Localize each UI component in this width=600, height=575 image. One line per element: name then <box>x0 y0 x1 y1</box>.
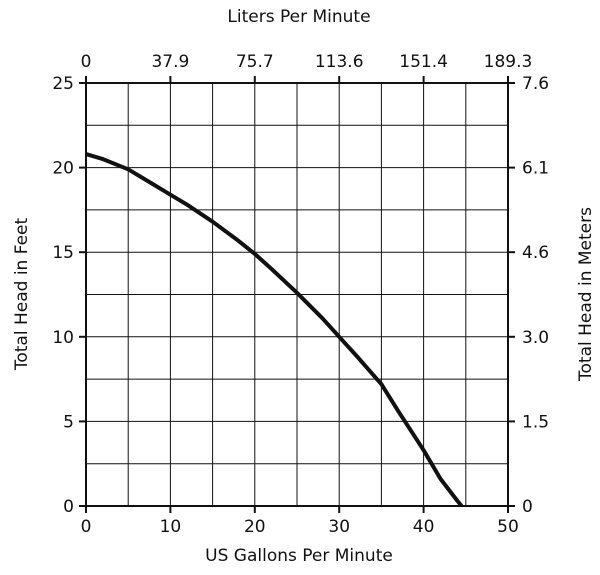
y-tick-label: 15 <box>52 243 74 263</box>
x-tick-label: 0 <box>81 517 92 537</box>
x-tick-label: 40 <box>413 517 435 537</box>
tick-marks <box>79 76 515 513</box>
x2-tick-label: 0 <box>81 52 92 72</box>
y-axis-title: Total Head in Feet <box>12 218 32 372</box>
x2-tick-label: 151.4 <box>399 52 448 72</box>
x-axis-title: US Gallons Per Minute <box>205 546 393 566</box>
x2-tick-label: 75.7 <box>236 52 274 72</box>
y2-tick-label: 0 <box>522 497 533 517</box>
x2-tick-label: 113.6 <box>315 52 364 72</box>
y-tick-label: 0 <box>63 497 74 517</box>
plot-frame <box>85 82 509 507</box>
x2-axis-title: Liters Per Minute <box>227 7 370 27</box>
x-tick-label: 30 <box>328 517 350 537</box>
y2-tick-label: 7.6 <box>522 74 549 94</box>
y2-tick-label: 4.6 <box>522 243 549 263</box>
x-tick-label: 10 <box>160 517 182 537</box>
y-tick-label: 5 <box>63 412 74 432</box>
y2-tick-label: 1.5 <box>522 412 549 432</box>
y2-tick-label: 6.1 <box>522 159 549 179</box>
series-line <box>85 152 464 508</box>
x2-tick-label: 189.3 <box>484 52 533 72</box>
y-tick-label: 10 <box>52 328 74 348</box>
x-tick-label: 20 <box>244 517 266 537</box>
x2-tick-label: 37.9 <box>151 52 189 72</box>
y-tick-label: 25 <box>52 74 74 94</box>
x-tick-label: 50 <box>497 517 519 537</box>
y2-tick-label: 3.0 <box>522 328 549 348</box>
y-tick-label: 20 <box>52 159 74 179</box>
y2-axis-title: Total Head in Meters <box>576 207 596 382</box>
